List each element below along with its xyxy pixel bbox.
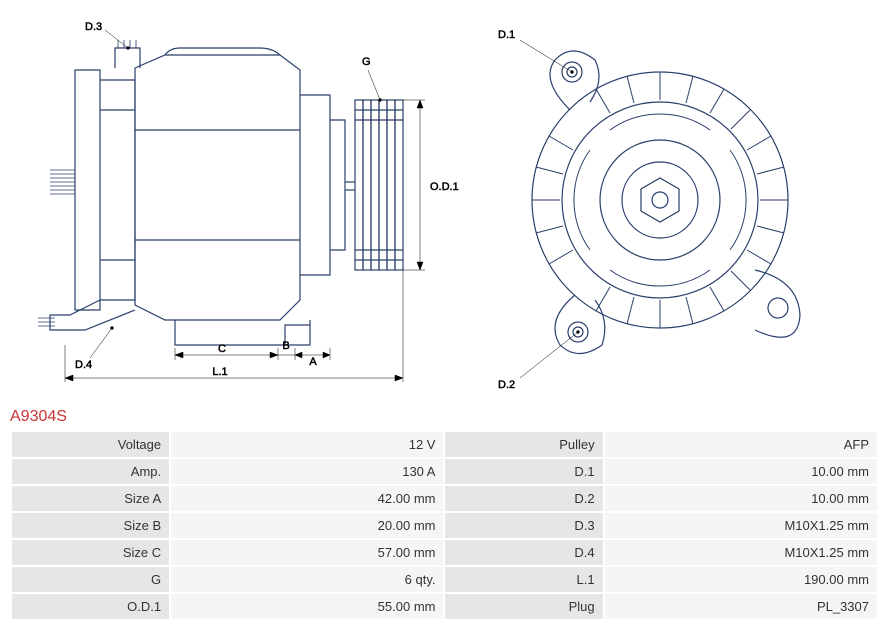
spec-label: Amp. — [12, 459, 169, 484]
table-row: Voltage12 VPulleyAFP — [12, 432, 877, 457]
table-row: Size B20.00 mmD.3M10X1.25 mm — [12, 513, 877, 538]
callout-d3: D.3 — [85, 21, 102, 33]
callout-d4: D.4 — [75, 359, 92, 371]
spec-label: O.D.1 — [12, 594, 169, 619]
callout-g: G — [362, 56, 371, 68]
table-row: Size C57.00 mmD.4M10X1.25 mm — [12, 540, 877, 565]
table-row: Amp.130 AD.110.00 mm — [12, 459, 877, 484]
spec-label: Voltage — [12, 432, 169, 457]
table-row: O.D.155.00 mmPlugPL_3307 — [12, 594, 877, 619]
callout-a: A — [309, 356, 317, 368]
spec-value: 6 qty. — [171, 567, 443, 592]
callout-od1: O.D.1 — [430, 181, 459, 193]
spec-value: 190.00 mm — [605, 567, 877, 592]
diagram-svg: D.3 G D.4 O.D.1 C B — [0, 0, 889, 400]
spec-label: Size A — [12, 486, 169, 511]
spec-value: 42.00 mm — [171, 486, 443, 511]
spec-label: Plug — [445, 594, 602, 619]
spec-label: Size B — [12, 513, 169, 538]
technical-drawing: D.3 G D.4 O.D.1 C B — [0, 0, 889, 400]
spec-value: 130 A — [171, 459, 443, 484]
table-row: G6 qty.L.1190.00 mm — [12, 567, 877, 592]
spec-label: D.2 — [445, 486, 602, 511]
spec-label: Size C — [12, 540, 169, 565]
spec-value: PL_3307 — [605, 594, 877, 619]
spec-value: 12 V — [171, 432, 443, 457]
spec-label: L.1 — [445, 567, 602, 592]
spec-value: M10X1.25 mm — [605, 513, 877, 538]
part-number: A9304S — [10, 408, 67, 426]
spec-label: D.4 — [445, 540, 602, 565]
callout-b: B — [282, 340, 289, 352]
spec-value: 20.00 mm — [171, 513, 443, 538]
spec-value: AFP — [605, 432, 877, 457]
spec-label: D.3 — [445, 513, 602, 538]
spec-value: 10.00 mm — [605, 459, 877, 484]
callout-c: C — [218, 343, 226, 355]
spec-value: M10X1.25 mm — [605, 540, 877, 565]
callout-d1: D.1 — [498, 29, 515, 41]
spec-label: G — [12, 567, 169, 592]
callout-d2: D.2 — [498, 379, 515, 391]
spec-label: D.1 — [445, 459, 602, 484]
spec-value: 10.00 mm — [605, 486, 877, 511]
spec-value: 55.00 mm — [171, 594, 443, 619]
spec-table: Voltage12 VPulleyAFPAmp.130 AD.110.00 mm… — [10, 430, 879, 621]
table-row: Size A42.00 mmD.210.00 mm — [12, 486, 877, 511]
spec-label: Pulley — [445, 432, 602, 457]
callout-l1: L.1 — [212, 366, 227, 378]
spec-value: 57.00 mm — [171, 540, 443, 565]
